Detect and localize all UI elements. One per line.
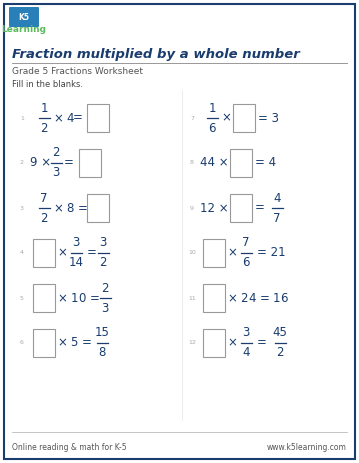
- Text: = 4: = 4: [255, 156, 276, 169]
- Bar: [87, 104, 109, 132]
- Text: $\times$: $\times$: [227, 337, 237, 350]
- Text: =: =: [255, 201, 265, 214]
- Text: 9: 9: [190, 206, 194, 211]
- Text: $\times$: $\times$: [57, 246, 67, 259]
- Text: 2: 2: [276, 346, 284, 359]
- Text: 2: 2: [52, 146, 60, 159]
- Text: 3: 3: [72, 237, 80, 250]
- Text: 6: 6: [242, 257, 250, 269]
- Text: = 21: = 21: [257, 246, 286, 259]
- Text: 11: 11: [188, 295, 196, 300]
- Bar: [33, 329, 55, 357]
- Text: 5: 5: [20, 295, 24, 300]
- Text: $\times$ 24 = 16: $\times$ 24 = 16: [227, 292, 289, 305]
- Text: Online reading & math for K-5: Online reading & math for K-5: [12, 443, 127, 451]
- Text: 3: 3: [242, 326, 250, 339]
- Bar: [79, 149, 101, 177]
- Text: 3: 3: [101, 301, 109, 314]
- Text: $\times$ 5 =: $\times$ 5 =: [57, 337, 92, 350]
- Text: 3: 3: [52, 167, 60, 180]
- Text: Grade 5 Fractions Worksheet: Grade 5 Fractions Worksheet: [12, 67, 143, 76]
- Text: 2: 2: [40, 121, 48, 134]
- Bar: [203, 239, 225, 267]
- Text: 9 ×: 9 ×: [30, 156, 51, 169]
- Text: 6: 6: [20, 340, 24, 345]
- Bar: [203, 329, 225, 357]
- Text: 15: 15: [94, 326, 109, 339]
- Bar: [203, 284, 225, 312]
- Text: 3: 3: [99, 237, 107, 250]
- Bar: [230, 194, 252, 222]
- Text: 14: 14: [69, 257, 84, 269]
- Text: = 3: = 3: [258, 112, 279, 125]
- Text: 7: 7: [242, 237, 250, 250]
- Bar: [33, 239, 55, 267]
- Text: $\times$ 8 =: $\times$ 8 =: [53, 201, 88, 214]
- Text: 4: 4: [273, 192, 281, 205]
- Text: 45: 45: [272, 326, 288, 339]
- Text: 2: 2: [40, 212, 48, 225]
- Text: $\times$: $\times$: [221, 112, 231, 125]
- Text: =: =: [73, 112, 83, 125]
- Text: Learning: Learning: [1, 25, 47, 35]
- Text: 7: 7: [40, 192, 48, 205]
- Bar: [87, 194, 109, 222]
- Text: 2: 2: [99, 257, 107, 269]
- Bar: [33, 284, 55, 312]
- Text: 1: 1: [40, 101, 48, 114]
- FancyBboxPatch shape: [9, 7, 39, 27]
- Text: =: =: [64, 156, 74, 169]
- Text: 4: 4: [20, 250, 24, 256]
- Text: Fraction multiplied by a whole number: Fraction multiplied by a whole number: [12, 48, 300, 61]
- Text: 6: 6: [208, 121, 216, 134]
- Text: =: =: [257, 337, 267, 350]
- Text: 1: 1: [20, 115, 24, 120]
- Text: 2: 2: [101, 282, 109, 294]
- Text: 8: 8: [98, 346, 106, 359]
- Text: Fill in the blanks.: Fill in the blanks.: [12, 80, 83, 89]
- Text: 12 ×: 12 ×: [200, 201, 229, 214]
- Text: www.k5learning.com: www.k5learning.com: [267, 443, 347, 451]
- Text: 4: 4: [242, 346, 250, 359]
- Text: 7: 7: [190, 115, 194, 120]
- Text: =: =: [87, 246, 97, 259]
- Text: $\times$: $\times$: [227, 246, 237, 259]
- Text: $\times$ 10 =: $\times$ 10 =: [57, 292, 100, 305]
- Bar: [233, 104, 255, 132]
- Text: 3: 3: [20, 206, 24, 211]
- Text: 44 ×: 44 ×: [200, 156, 229, 169]
- Text: 12: 12: [188, 340, 196, 345]
- Text: 2: 2: [20, 161, 24, 165]
- Bar: [230, 149, 252, 177]
- Text: 8: 8: [190, 161, 194, 165]
- Text: K5: K5: [19, 13, 29, 21]
- Text: 1: 1: [208, 101, 216, 114]
- Text: $\times$ 4: $\times$ 4: [53, 112, 75, 125]
- Text: 7: 7: [273, 212, 281, 225]
- Text: 10: 10: [188, 250, 196, 256]
